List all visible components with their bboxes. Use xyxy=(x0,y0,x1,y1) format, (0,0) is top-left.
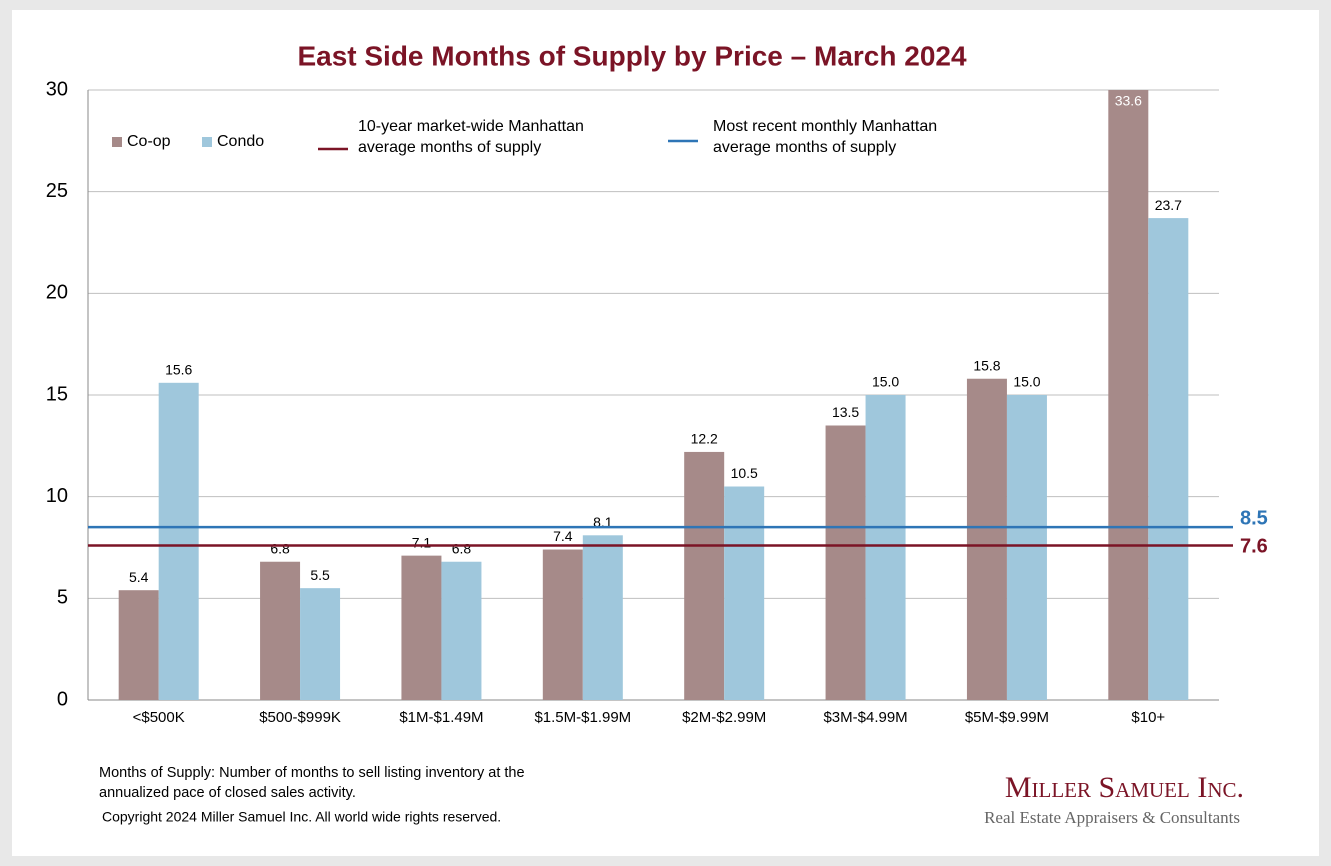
bar xyxy=(1108,90,1149,700)
y-tick-label: 30 xyxy=(46,78,68,100)
chart-title: East Side Months of Supply by Price – Ma… xyxy=(297,40,967,71)
data-label: 6.8 xyxy=(270,540,290,556)
legend-swatch xyxy=(112,137,122,147)
bar xyxy=(1006,395,1047,700)
data-label: 5.4 xyxy=(129,569,149,585)
bar xyxy=(1148,218,1189,700)
x-tick-label: $1M-$1.49M xyxy=(399,709,483,726)
bar xyxy=(401,555,442,700)
x-tick-label: <$500K xyxy=(133,709,185,726)
reference-label: 8.5 xyxy=(1240,507,1268,529)
bar xyxy=(158,382,199,700)
y-tick-label: 0 xyxy=(57,688,68,710)
bar xyxy=(684,451,725,700)
x-tick-label: $1.5M-$1.99M xyxy=(534,709,631,726)
legend-label: average months of supply xyxy=(713,139,896,156)
data-label: 15.8 xyxy=(973,357,1000,373)
bar xyxy=(300,588,341,700)
bar xyxy=(118,590,159,700)
legend-label: average months of supply xyxy=(358,139,541,156)
note: annualized pace of closed sales activity… xyxy=(99,785,356,801)
data-label: 13.5 xyxy=(832,404,859,420)
data-label: 23.7 xyxy=(1155,197,1182,213)
data-label: 15.0 xyxy=(1013,374,1040,390)
legend-label: Co-op xyxy=(127,133,171,150)
x-tick-label: $500-$999K xyxy=(259,709,341,726)
bar xyxy=(865,395,906,700)
data-label: 15.0 xyxy=(872,374,899,390)
reference-label: 7.6 xyxy=(1240,536,1268,558)
data-label: 5.5 xyxy=(310,567,330,583)
logo: Miller Samuel Inc. xyxy=(1005,771,1244,804)
bar xyxy=(825,425,866,700)
y-tick-label: 25 xyxy=(46,180,68,202)
bar xyxy=(542,549,583,700)
tagline: Real Estate Appraisers & Consultants xyxy=(984,808,1240,827)
data-label: 7.4 xyxy=(553,528,573,544)
bar xyxy=(260,561,301,700)
x-tick-label: $10+ xyxy=(1131,709,1165,726)
legend-label: Most recent monthly Manhattan xyxy=(713,118,937,135)
bar xyxy=(724,486,765,700)
legend-label: 10-year market-wide Manhattan xyxy=(358,118,584,135)
data-label: 15.6 xyxy=(165,362,192,378)
bar xyxy=(582,535,623,700)
data-label: 12.2 xyxy=(691,431,718,447)
note: Months of Supply: Number of months to se… xyxy=(99,765,525,781)
copyright: Copyright 2024 Miller Samuel Inc. All wo… xyxy=(102,809,501,825)
legend-label: Condo xyxy=(217,133,264,150)
y-tick-label: 15 xyxy=(46,383,68,405)
y-tick-label: 10 xyxy=(46,485,68,507)
bar xyxy=(441,561,482,700)
y-tick-label: 5 xyxy=(57,587,68,609)
x-tick-label: $3M-$4.99M xyxy=(823,709,907,726)
data-label: 33.6 xyxy=(1115,93,1142,109)
data-label: 10.5 xyxy=(731,465,758,481)
y-tick-label: 20 xyxy=(46,282,68,304)
bar xyxy=(966,378,1007,700)
plot xyxy=(118,90,1189,700)
data-label: 7.1 xyxy=(412,534,432,550)
data-label: 6.8 xyxy=(452,540,472,556)
legend-swatch xyxy=(202,137,212,147)
panel xyxy=(12,10,1319,856)
x-tick-label: $2M-$2.99M xyxy=(682,709,766,726)
x-tick-label: $5M-$9.99M xyxy=(965,709,1049,726)
